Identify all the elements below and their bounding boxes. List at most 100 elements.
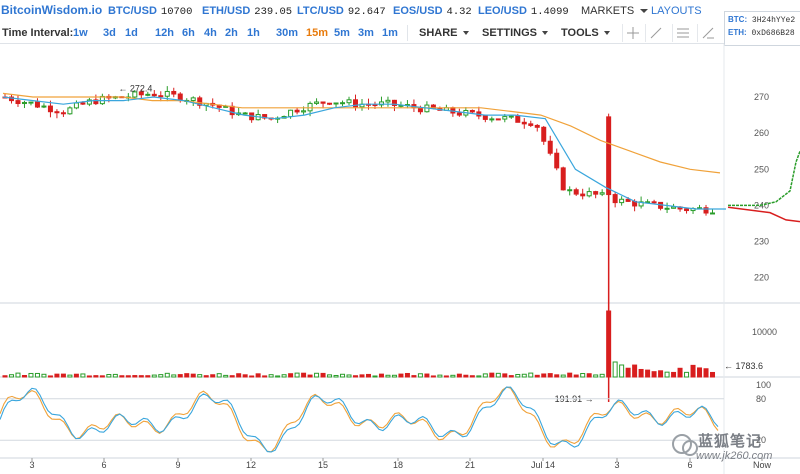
volume-bar [430,375,436,378]
volume-bar [515,373,521,378]
candle [664,207,670,210]
volume-bar [353,375,359,378]
volume-bar [560,374,566,378]
candle [80,102,86,105]
markets-menu[interactable]: MARKETS [581,5,649,17]
volume-bar [171,374,177,378]
btc-address-label: BTC: [728,15,748,24]
volume-bar [671,371,677,378]
volume-bar [2,375,8,378]
crosshair-icon[interactable] [622,24,643,42]
volume-bar [703,368,709,378]
volume-bar [580,373,586,378]
candle [242,112,248,115]
interval-1m[interactable]: 1m [382,27,398,39]
ask-depth-line [727,206,800,223]
volume-bar [333,374,339,378]
share-menu[interactable]: SHARE [419,27,469,39]
volume-bar [534,374,540,378]
y-tick-label: 230 [754,237,769,247]
candle [54,111,60,114]
candle [378,101,384,106]
tools-menu[interactable]: TOOLS [561,27,610,39]
volume-bar [365,373,371,378]
volume-bar [612,361,618,378]
ticker-ltc[interactable]: LTC/USD 92.647 [297,5,386,18]
eth-address[interactable]: 0xD686B28 [751,29,795,38]
y-tick-label: 250 [754,164,769,174]
volume-bar [346,374,352,378]
candle [391,99,397,106]
stoch-y-tick: 80 [756,394,766,404]
volume-bar [106,374,112,378]
volume-bar [593,374,599,378]
volume-bar [151,374,157,378]
interval-6h[interactable]: 6h [182,27,195,39]
candle [67,107,73,115]
candle [495,118,501,121]
candle [385,99,391,103]
stoch-y-tick: 20 [756,435,766,445]
interval-15m[interactable]: 15m [306,27,329,39]
eraser-icon[interactable] [697,24,718,42]
interval-1d[interactable]: 1d [125,27,138,39]
candle [541,126,547,142]
donation-addresses: BTC: 3H24hYYe2 ETH: 0xD686B28 [724,11,800,46]
volume-bar [489,372,495,378]
volume-bar [502,373,508,378]
candle [132,91,138,98]
volume-bar [469,375,475,378]
volume-bar [437,374,443,378]
volume-bar [378,373,384,378]
volume-bar [73,373,79,378]
interval-2h[interactable]: 2h [225,27,238,39]
x-tick-label: 12 [246,460,256,470]
ticker-btc[interactable]: BTC/USD 10700 [108,5,193,18]
volume-y-tick: 10000 [752,327,777,337]
site-logo[interactable]: BitcoinWisdom.io [1,3,103,17]
x-tick-label: 21 [465,460,475,470]
candle [93,99,99,105]
interval-3d[interactable]: 3d [103,27,116,39]
interval-4h[interactable]: 4h [204,27,217,39]
ticker-leo[interactable]: LEO/USD 1.4099 [478,5,569,18]
candle [521,121,527,125]
volume-bar [132,375,138,378]
volume-bar [242,374,248,378]
candle [15,100,21,105]
candle [450,107,456,114]
volume-bar [262,375,268,378]
volume-bar [216,373,222,378]
chevron-down-icon [462,31,469,36]
wechat-watermark-icon [672,434,698,456]
interval-1w[interactable]: 1w [73,27,88,39]
candle [508,115,514,118]
interval-12h[interactable]: 12h [155,27,174,39]
watermark-title: 蓝狐笔记 [698,433,763,450]
candle [145,93,151,96]
volume-bar [60,373,66,378]
ema-slow-line [2,92,721,174]
fib-tool-icon[interactable] [672,24,693,42]
btc-address[interactable]: 3H24hYYe2 [751,16,796,25]
volume-bar [528,372,534,378]
candle [164,90,170,97]
interval-5m[interactable]: 5m [334,27,350,39]
layouts-link[interactable]: LAYOUTS [651,5,702,17]
interval-30m[interactable]: 30m [276,27,299,39]
candle [314,101,320,104]
y-tick-label: 220 [754,273,769,283]
volume-bar [658,370,664,378]
interval-3m[interactable]: 3m [358,27,374,39]
volume-bar [21,374,27,378]
volume-bar [249,375,255,378]
stoch-y-tick: 100 [756,380,771,390]
volume-bar [521,373,527,378]
ticker-eos[interactable]: EOS/USD 4.32 [393,5,472,18]
line-tool-icon[interactable] [645,24,666,42]
interval-1h[interactable]: 1h [247,27,260,39]
settings-menu[interactable]: SETTINGS [482,27,549,39]
candle [73,102,79,109]
ticker-eth[interactable]: ETH/USD 239.05 [202,5,293,18]
